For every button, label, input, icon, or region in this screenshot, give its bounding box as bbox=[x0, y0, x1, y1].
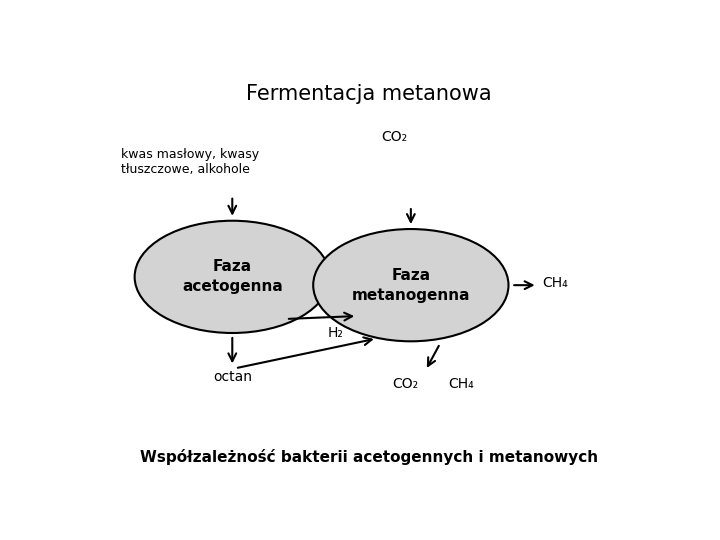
Text: Faza
metanogenna: Faza metanogenna bbox=[351, 268, 470, 302]
Text: H₂: H₂ bbox=[327, 326, 343, 340]
Text: CO₂: CO₂ bbox=[392, 377, 418, 390]
Text: Fermentacja metanowa: Fermentacja metanowa bbox=[246, 84, 492, 104]
Text: CH₄: CH₄ bbox=[542, 276, 568, 290]
Text: Współzależność bakterii acetogennych i metanowych: Współzależność bakterii acetogennych i m… bbox=[140, 449, 598, 465]
Ellipse shape bbox=[135, 221, 330, 333]
Text: Faza
acetogenna: Faza acetogenna bbox=[182, 259, 283, 294]
Text: kwas masłowy, kwasy
tłuszczowe, alkohole: kwas masłowy, kwasy tłuszczowe, alkohole bbox=[121, 148, 258, 176]
Ellipse shape bbox=[313, 229, 508, 341]
Text: octan: octan bbox=[213, 370, 252, 384]
Text: CO₂: CO₂ bbox=[381, 130, 408, 144]
Text: CH₄: CH₄ bbox=[448, 377, 474, 390]
